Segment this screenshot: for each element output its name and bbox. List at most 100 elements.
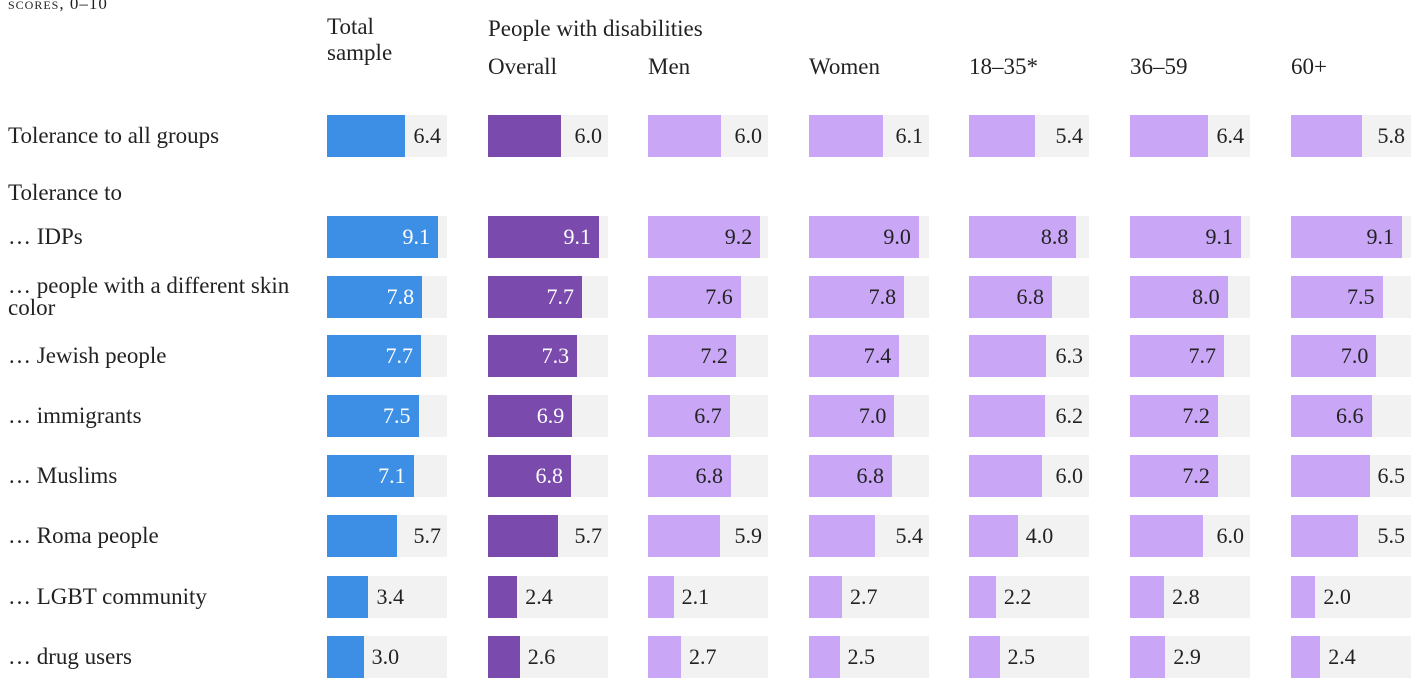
bar — [1130, 455, 1218, 497]
bar — [327, 455, 414, 497]
value-label: 2.7 — [688, 644, 717, 669]
bar — [1130, 276, 1228, 318]
bar — [1130, 576, 1165, 618]
bar — [809, 216, 919, 258]
value-label: 2.8 — [1172, 584, 1200, 609]
value-label: 7.5 — [383, 403, 411, 428]
row-label: … Muslims — [8, 463, 118, 488]
value-label: 3.0 — [371, 644, 400, 669]
value-label: 6.4 — [413, 123, 442, 148]
value-label: 2.9 — [1173, 644, 1201, 669]
value-label: 2.7 — [849, 584, 878, 609]
bar — [1130, 115, 1209, 157]
bar — [1291, 636, 1321, 678]
bar — [648, 636, 681, 678]
bar — [809, 115, 884, 157]
bar — [1130, 395, 1218, 437]
value-label: 7.5 — [1347, 284, 1375, 309]
value-label: 6.8 — [856, 463, 884, 488]
bar — [327, 335, 421, 377]
value-label: 9.0 — [883, 224, 911, 249]
column-header: 18–35* — [969, 54, 1038, 79]
value-label: 7.0 — [858, 403, 887, 428]
value-label: 5.7 — [413, 523, 442, 548]
bar — [1130, 216, 1242, 258]
value-label: 6.3 — [1055, 343, 1084, 368]
column-header: Women — [809, 54, 880, 79]
value-label: 6.8 — [695, 463, 723, 488]
value-label: 5.4 — [895, 523, 924, 548]
value-label: 7.7 — [385, 343, 413, 368]
bar — [488, 576, 518, 618]
value-label: 2.1 — [681, 584, 710, 609]
row-label: Tolerance to — [8, 180, 122, 205]
bar — [969, 216, 1077, 258]
bar — [969, 455, 1043, 497]
value-label: 7.4 — [863, 343, 892, 368]
bar — [969, 276, 1052, 318]
group-label: People with disabilities — [488, 16, 703, 41]
bar — [969, 115, 1035, 157]
value-label: 8.0 — [1192, 284, 1220, 309]
value-label: 9.1 — [1205, 224, 1234, 249]
value-label: 6.1 — [895, 123, 924, 148]
value-label: 2.6 — [527, 644, 556, 669]
bar — [648, 276, 741, 318]
value-label: 6.9 — [536, 403, 565, 428]
value-label: 7.2 — [1182, 463, 1210, 488]
value-label: 7.8 — [386, 284, 415, 309]
bar — [1291, 576, 1316, 618]
bar — [1130, 636, 1166, 678]
value-label: 7.0 — [1340, 343, 1369, 368]
bar — [809, 335, 900, 377]
bar — [1130, 335, 1224, 377]
bar — [327, 636, 364, 678]
bar — [648, 335, 736, 377]
value-label: 9.2 — [724, 224, 753, 249]
bar — [648, 576, 674, 618]
value-label: 6.5 — [1377, 463, 1406, 488]
bar — [969, 515, 1018, 557]
row-label: … IDPs — [8, 224, 83, 249]
bar — [648, 395, 730, 437]
bar — [488, 276, 582, 318]
value-label: 3.4 — [376, 584, 404, 609]
value-label: 7.7 — [1188, 343, 1216, 368]
bar — [1291, 115, 1362, 157]
bar — [488, 515, 558, 557]
value-label: 2.5 — [847, 644, 876, 669]
bar — [809, 576, 842, 618]
bar — [969, 335, 1046, 377]
bar — [327, 115, 406, 157]
value-label: 4.0 — [1025, 523, 1054, 548]
bar — [1291, 395, 1372, 437]
bar — [488, 115, 562, 157]
bar — [327, 216, 439, 258]
value-label: 2.2 — [1003, 584, 1032, 609]
bar — [327, 395, 419, 437]
value-label: 7.8 — [868, 284, 897, 309]
bar — [969, 576, 996, 618]
bar — [488, 636, 520, 678]
value-label: 9.1 — [402, 224, 431, 249]
bar — [809, 455, 892, 497]
bar — [488, 216, 600, 258]
bar — [1291, 455, 1371, 497]
row-label: … Roma people — [8, 523, 159, 548]
value-label: 5.5 — [1377, 523, 1406, 548]
value-label: 9.1 — [563, 224, 592, 249]
value-label: 5.8 — [1377, 123, 1406, 148]
value-label: 6.7 — [694, 403, 722, 428]
row-label: … drug users — [8, 644, 132, 669]
row-label: … people with a different skin color — [8, 273, 290, 320]
value-label: 9.1 — [1366, 224, 1395, 249]
value-label: 6.0 — [1216, 523, 1245, 548]
value-label: 7.7 — [546, 284, 574, 309]
value-label: 6.0 — [1055, 463, 1084, 488]
row-label: … LGBT community — [8, 584, 207, 609]
value-label: 7.2 — [700, 343, 728, 368]
value-label: 6.6 — [1336, 403, 1364, 428]
subtitle: SCORES, 0–10 — [8, 0, 108, 13]
column-header: Men — [648, 54, 691, 79]
bar — [809, 276, 905, 318]
